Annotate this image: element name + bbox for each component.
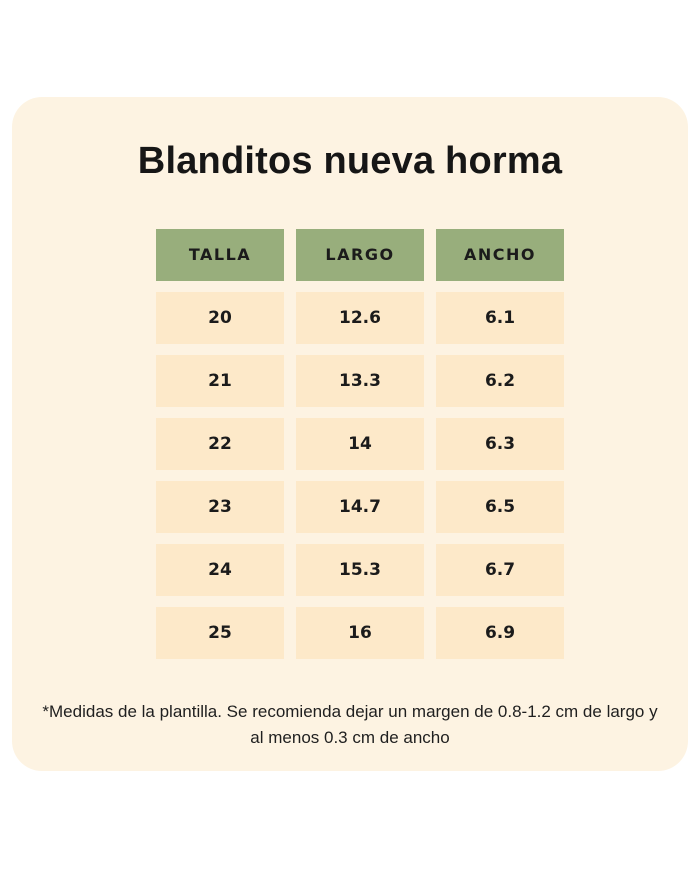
table-cell: 22 (156, 417, 284, 470)
table-cell: 25 (156, 606, 284, 659)
table-cell: 14 (296, 417, 424, 470)
table-cell: 16 (296, 606, 424, 659)
table-cell: 15.3 (296, 543, 424, 596)
table-cell: 13.3 (296, 354, 424, 407)
column-header: LARGO (296, 228, 424, 281)
table-row: 23 14.7 6.5 (156, 480, 564, 533)
page-title: Blanditos nueva horma (137, 140, 563, 182)
size-table: TALLA LARGO ANCHO 20 12.6 6.1 21 13.3 6.2 22 14 6.… (156, 228, 564, 659)
table-cell: 6.3 (436, 417, 564, 470)
table-header-row: TALLA LARGO ANCHO (156, 228, 564, 281)
table-row: 20 12.6 6.1 (156, 291, 564, 344)
column-header: TALLA (156, 228, 284, 281)
table-cell: 20 (156, 291, 284, 344)
size-chart-card: Blanditos nueva horma TALLA LARGO ANCHO 20… (12, 97, 688, 771)
table-cell: 6.1 (436, 291, 564, 344)
table-cell: 23 (156, 480, 284, 533)
table-row: 21 13.3 6.2 (156, 354, 564, 407)
table-row: 24 15.3 6.7 (156, 543, 564, 596)
table-cell: 12.6 (296, 291, 424, 344)
footnote: *Medidas de la plantilla. Se recomienda … (42, 701, 658, 747)
table-row: 22 14 6.3 (156, 417, 564, 470)
table-cell: 6.9 (436, 606, 564, 659)
table-cell: 14.7 (296, 480, 424, 533)
table-cell: 24 (156, 543, 284, 596)
table-body: 20 12.6 6.1 21 13.3 6.2 22 14 6.3 23 14.7 6.5 24 15.3… (156, 291, 564, 659)
table-cell: 6.2 (436, 354, 564, 407)
column-header: ANCHO (436, 228, 564, 281)
table-cell: 21 (156, 354, 284, 407)
table-cell: 6.5 (436, 480, 564, 533)
table-cell: 6.7 (436, 543, 564, 596)
table-row: 25 16 6.9 (156, 606, 564, 659)
